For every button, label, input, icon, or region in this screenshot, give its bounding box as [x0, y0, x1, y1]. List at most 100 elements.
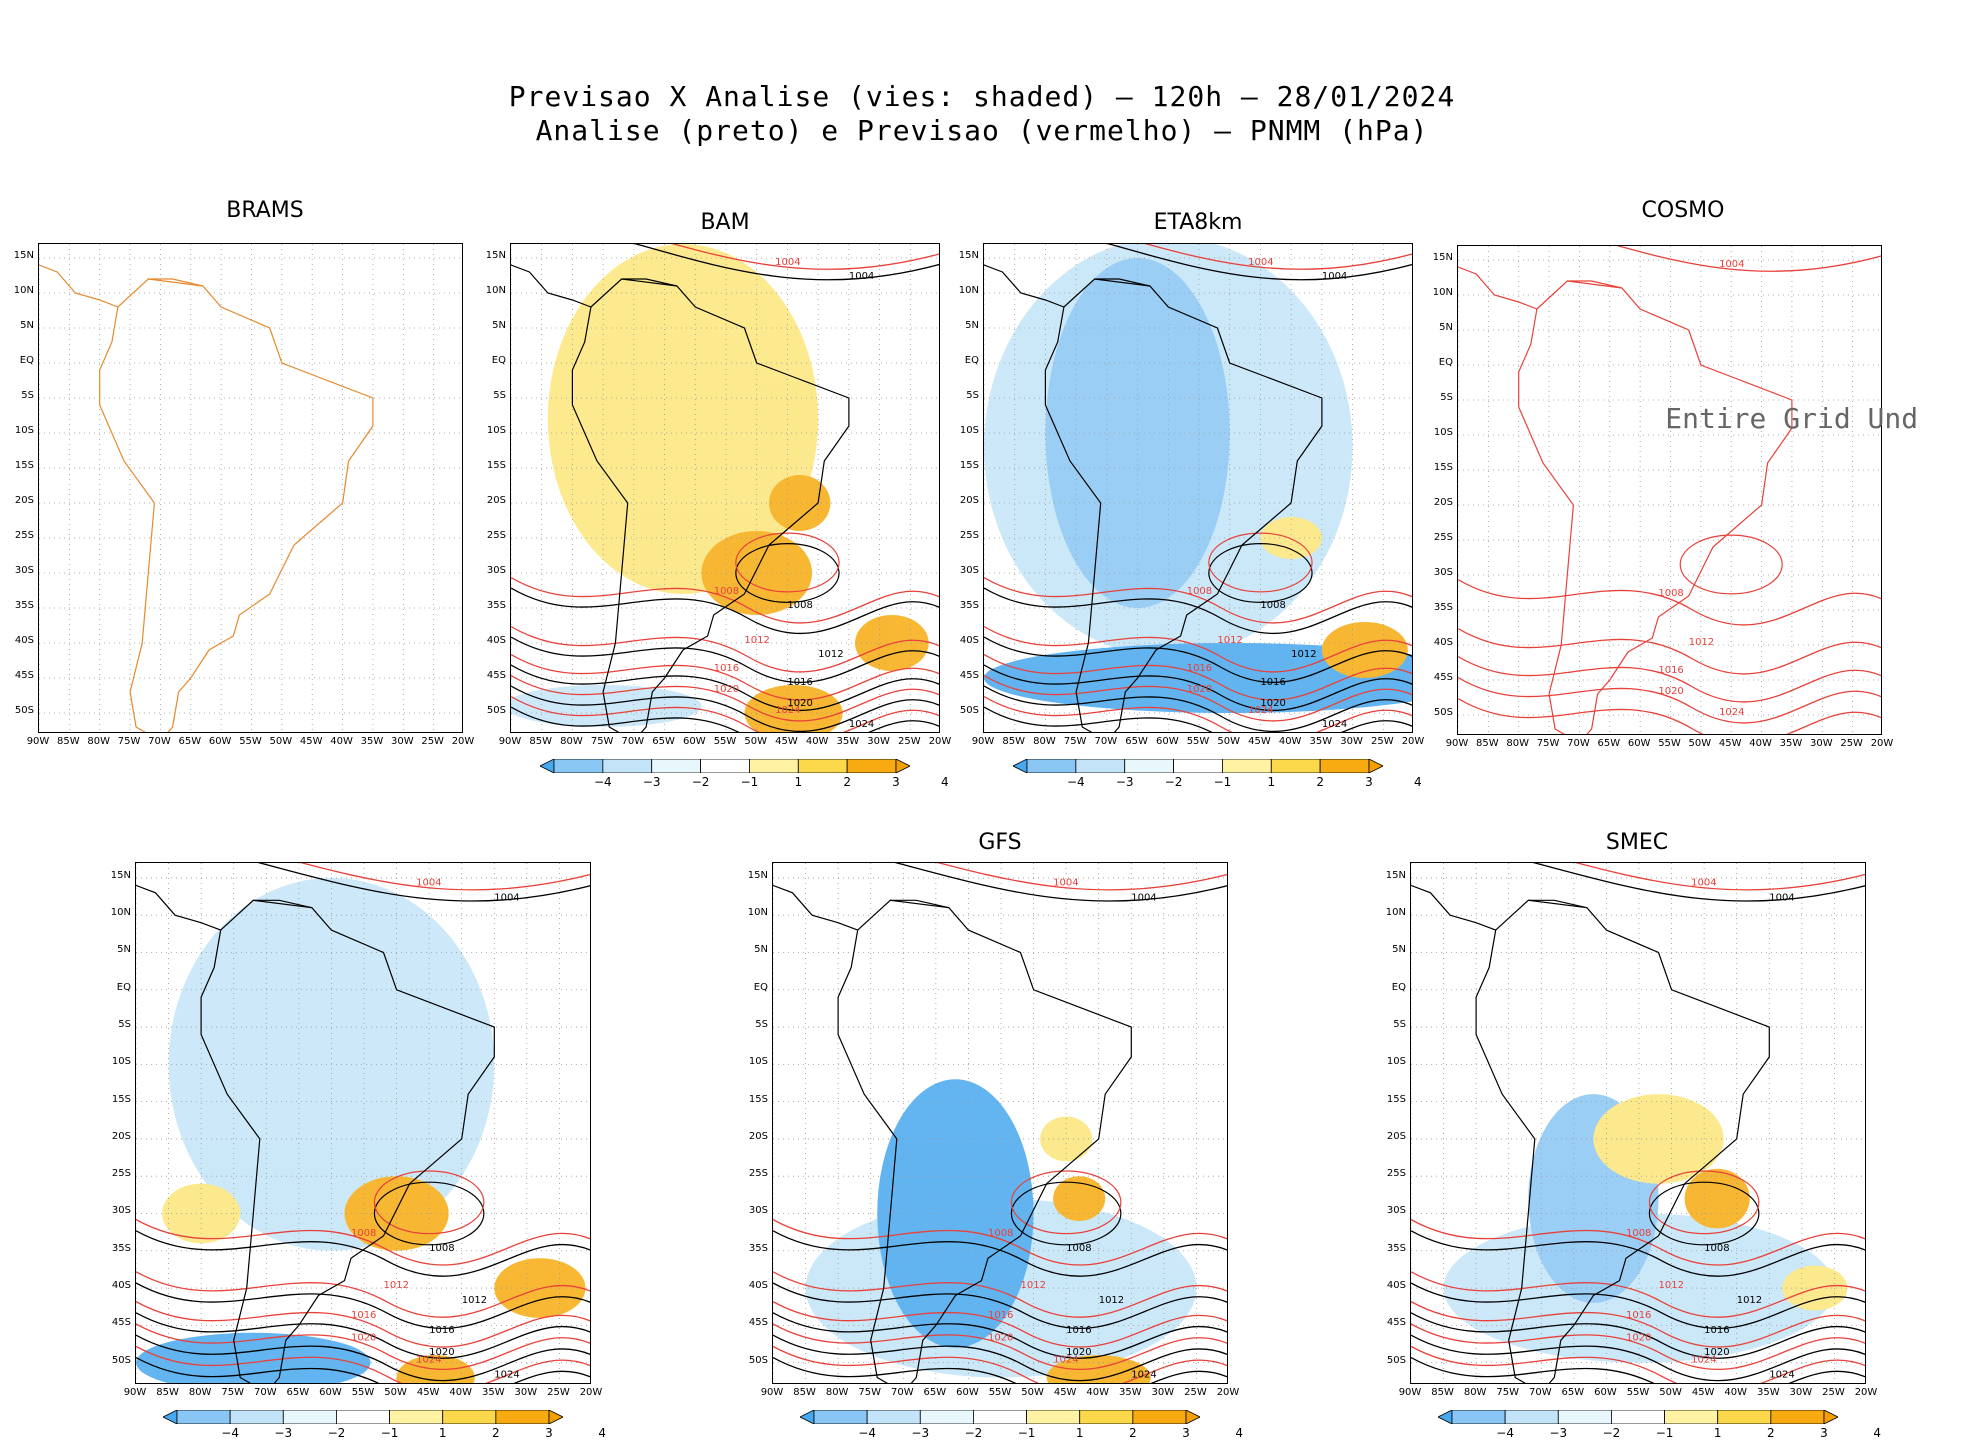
lat-tick-label: 15S	[111, 1093, 131, 1105]
lat-tick-label: 5N	[492, 320, 506, 331]
contour-label-forecast: 1020	[714, 684, 739, 695]
bias-blob	[877, 1079, 1034, 1348]
colorbar-arrow-left	[1438, 1410, 1453, 1424]
lat-tick-label: 50S	[748, 1354, 768, 1366]
lat-tick-label: 50S	[1386, 1354, 1406, 1366]
lon-tick-label: 75W	[221, 1387, 245, 1398]
caribbean-outline	[148, 278, 204, 287]
lat-tick-label: 10S	[486, 425, 506, 436]
colorbar-label: 3	[892, 775, 900, 789]
isobar-high	[1679, 534, 1783, 595]
panel-title-eta8km: ETA8km	[1153, 210, 1243, 235]
isobar-1016	[511, 636, 939, 684]
central-america-outline	[1411, 884, 1496, 931]
contour-label-forecast: 1012	[1659, 1280, 1684, 1291]
lon-tick-label: 70W	[253, 1387, 277, 1398]
bias-blob	[1045, 258, 1230, 608]
colorbar-segment	[442, 1410, 497, 1424]
lon-tick-label: 30W	[514, 1387, 538, 1398]
lon-tick-label: 55W	[988, 1387, 1012, 1398]
isobar-1004	[984, 695, 1412, 732]
contour-label-forecast: 1008	[714, 586, 739, 597]
lat-tick-label: 15S	[748, 1093, 768, 1105]
lon-tick-label: 30W	[1809, 738, 1833, 749]
isobar-1016-north	[1574, 863, 1865, 891]
colorbar-segment	[700, 759, 750, 773]
lon-tick-label: 25W	[1822, 1387, 1845, 1398]
contour-label-analysis: 1024	[1131, 1370, 1156, 1381]
lon-tick-label: 20W	[928, 736, 952, 747]
contour-label-forecast: 1024	[1691, 1355, 1716, 1366]
isobar-1016-north	[1616, 246, 1881, 272]
map-canvas-bam: 1008100810121012101610161020102010241024…	[511, 244, 939, 732]
lon-tick-label: 55W	[1626, 1387, 1650, 1398]
bias-shading	[136, 877, 586, 1383]
lat-tick-label: 5S	[1440, 392, 1453, 403]
colorbar-segment	[336, 1410, 390, 1424]
contour-labels: 1008100810121012101610161020102010241024…	[714, 257, 875, 730]
lon-tick-label: 40W	[1749, 738, 1772, 749]
isobar-1012	[511, 664, 939, 712]
contour-label-analysis: 1008	[429, 1243, 454, 1254]
colorbar-segment	[1557, 1410, 1612, 1424]
lon-tick-label: 55W	[351, 1387, 375, 1398]
lat-tick-label: 50S	[486, 705, 506, 716]
contour-labels: 1008100810121012101610161020102010241024…	[1626, 877, 1795, 1380]
isobar-1012	[511, 653, 939, 701]
caribbean-outline	[1094, 278, 1151, 287]
colorbar-arrow-left	[1013, 759, 1028, 773]
colorbar-label: 2	[1767, 1426, 1775, 1440]
isobar-1016-north	[1144, 244, 1412, 270]
lon-tick-label: 70W	[1528, 1387, 1552, 1398]
lon-tick-label: 45W	[299, 736, 323, 747]
colorbar-label: −2	[964, 1426, 983, 1440]
contour-label-analysis: 1020	[787, 698, 812, 709]
lat-tick-label: EQ	[491, 355, 506, 366]
colorbar-label: 3	[545, 1426, 553, 1440]
lon-tick-label: 70W	[621, 736, 645, 747]
colorbar-label: 4	[1873, 1426, 1881, 1440]
map-panel-smec: 1008 1008 1012 1012 1016 1016 1020 1020 1024 1024…	[1410, 862, 1866, 1384]
isobar-1016-north	[894, 863, 1227, 902]
lat-tick-label: 45S	[748, 1317, 768, 1329]
colorbar-segment	[282, 1410, 337, 1424]
map-panel-cosmo: 1008 1012 1016 1020 1024 1004	[1457, 245, 1882, 735]
lat-tick-label: 50S	[14, 705, 34, 716]
lat-tick-label: 25S	[111, 1168, 131, 1180]
lon-tick-label: 25W	[421, 736, 444, 747]
lon-tick-label: 35W	[1309, 736, 1333, 747]
lon-tick-label: 60W	[319, 1387, 342, 1398]
lon-tick-label: 90W	[26, 736, 50, 747]
lon-tick-label: 40W	[805, 736, 829, 747]
lat-tick-label: EQ	[116, 981, 131, 993]
isobar-1016	[984, 636, 1412, 684]
lat-tick-label: 25S	[14, 530, 34, 541]
lat-tick-label: 20S	[14, 495, 34, 506]
lon-tick-label: 60W	[956, 1387, 979, 1398]
south-america-outline	[1518, 280, 1793, 734]
contour-label-forecast: 1004	[416, 877, 441, 888]
contour-label-analysis: 1012	[1099, 1295, 1124, 1306]
lat-tick-label: EQ	[753, 981, 768, 993]
colorbar-segment	[1079, 1410, 1134, 1424]
contour-label-forecast: 1004	[1691, 877, 1716, 888]
isobar-1020	[1411, 1230, 1865, 1277]
isobar-1008	[773, 1323, 1227, 1371]
colorbar-segment	[919, 1410, 974, 1424]
colorbar-unnamed	[163, 1410, 563, 1424]
central-america-outline	[1458, 266, 1538, 310]
lon-tick-label: 40W	[330, 736, 353, 747]
lon-tick-label: 80W	[188, 1387, 212, 1398]
grid-lines	[39, 244, 462, 732]
lat-tick-label: 40S	[748, 1280, 768, 1292]
map-canvas-unnamed: 1008100810121012101610161020102010241024…	[136, 863, 590, 1383]
contour-labels: 1008100810121012101610161020102010241024…	[1187, 257, 1348, 730]
panel-title-bam: BAM	[700, 210, 750, 235]
colorbar-segment	[495, 1410, 550, 1424]
lat-tick-label: 10N	[958, 285, 979, 296]
contour-label-forecast: 1012	[1021, 1280, 1046, 1291]
lon-tick-label: 40W	[1278, 736, 1302, 747]
colorbar-label: 3	[1182, 1426, 1190, 1440]
isobar-1016	[136, 1271, 590, 1318]
isobar-1020	[1458, 578, 1881, 626]
